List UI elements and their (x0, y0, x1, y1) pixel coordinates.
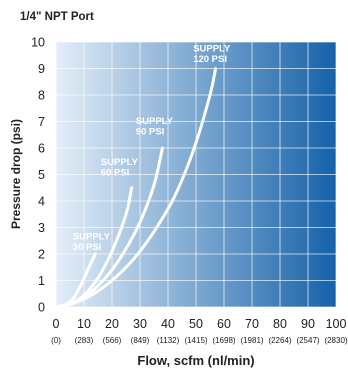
chart-title: 1/4" NPT Port (20, 11, 94, 23)
y-tick-label: 0 (38, 301, 45, 315)
x-tick-secondary-label: (0) (51, 336, 61, 345)
series-label: SUPPLY 60 PSI (101, 157, 139, 179)
y-tick-label: 10 (31, 36, 45, 50)
y-tick-label: 2 (38, 248, 45, 262)
x-tick-label: 20 (105, 317, 119, 331)
x-tick-label: 90 (301, 317, 315, 331)
y-axis-ticks: 0 1 2 3 4 5 6 7 8 9 10 (31, 36, 45, 315)
y-tick-label: 8 (38, 89, 45, 103)
y-tick-label: 3 (38, 221, 45, 235)
curves (54, 67, 218, 309)
series-label-line: SUPPLY (101, 157, 139, 168)
series-label-line: 90 PSI (136, 127, 165, 138)
x-tick-secondary-label: (1981) (240, 336, 263, 345)
x-tick-label: 80 (273, 317, 287, 331)
series-label-line: SUPPLY (73, 231, 111, 242)
x-tick-secondary-label: (2830) (324, 336, 347, 345)
x-tick-label: 30 (133, 317, 147, 331)
series-label: SUPPLY 90 PSI (136, 116, 174, 137)
series-label-line: 120 PSI (193, 54, 227, 65)
x-tick-secondary-label: (2547) (296, 336, 319, 345)
series-line (54, 67, 218, 309)
x-tick-secondary-label: (566) (103, 336, 122, 345)
series-label: SUPPLY 120 PSI (193, 43, 231, 65)
x-tick-secondary-label: (1698) (212, 336, 235, 345)
x-tick-label: 50 (189, 317, 203, 331)
series-label-line: 60 PSI (101, 168, 130, 179)
x-tick-label: 70 (245, 317, 259, 331)
series-label-line: SUPPLY (136, 116, 174, 127)
x-tick-label: 100 (326, 317, 347, 331)
series-label-line: SUPPLY (193, 43, 231, 54)
x-tick-label: 10 (77, 317, 91, 331)
x-tick-secondary-label: (1415) (184, 336, 207, 345)
x-axis-secondary-ticks: (0) (283) (566) (849) (1132) (1415) (1698) (198… (51, 336, 348, 345)
x-tick-secondary-label: (283) (75, 336, 94, 345)
x-tick-label: 60 (217, 317, 231, 331)
y-tick-label: 7 (38, 115, 45, 129)
y-tick-label: 9 (38, 62, 45, 76)
y-tick-label: 1 (38, 274, 45, 288)
x-tick-secondary-label: (849) (131, 336, 150, 345)
y-tick-label: 6 (38, 142, 45, 156)
series-label: SUPPLY 30 PSI (73, 231, 111, 253)
grid (55, 41, 337, 308)
x-tick-secondary-label: (1132) (157, 336, 180, 345)
x-axis-ticks: 0 10 20 30 40 50 60 70 80 90 100 (53, 317, 347, 331)
x-tick-label: 40 (161, 317, 175, 331)
x-tick-label: 0 (53, 317, 60, 331)
y-axis-label: Pressure drop (psi) (9, 119, 23, 229)
x-tick-secondary-label: (2264) (268, 336, 291, 345)
y-tick-label: 5 (38, 168, 45, 182)
x-axis-label: Flow, scfm (nl/min) (137, 353, 254, 368)
series-label-line: 30 PSI (73, 242, 102, 253)
y-tick-label: 4 (38, 195, 45, 209)
